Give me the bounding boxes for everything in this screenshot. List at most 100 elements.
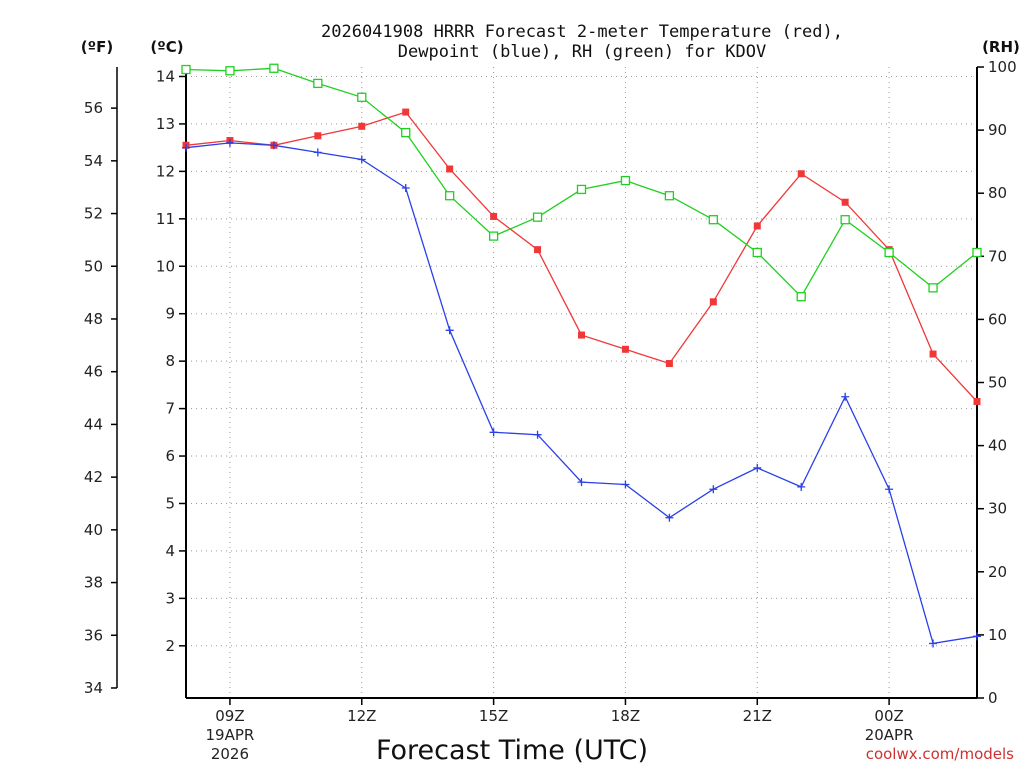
dewpoint-point [709,485,718,494]
rh-tick-label: 90 [988,121,1007,139]
dewpoint-point [665,513,674,522]
celsius-tick-label: 5 [165,494,175,512]
rh-tick-label: 40 [988,437,1007,455]
fahrenheit-tick-label: 50 [84,257,103,275]
temperature-point [797,170,805,178]
rh-tick-label: 70 [988,247,1007,265]
temperature-point [929,350,937,358]
rh-tick-label: 100 [988,58,1017,76]
rh-tick-label: 10 [988,626,1007,644]
celsius-tick-label: 12 [156,162,175,180]
fahrenheit-tick-label: 56 [84,99,103,117]
rh-point [928,283,938,293]
celsius-tick-label: 8 [165,352,175,370]
dewpoint-point [753,463,762,472]
temperature-point [665,360,673,368]
rh-tick-label: 0 [988,689,998,707]
rh-point [488,231,499,241]
fahrenheit-tick-label: 44 [84,415,103,433]
rh-point [664,191,675,201]
credit-text: coolwx.com/models [866,745,1014,763]
rh-point [576,184,587,195]
dewpoint-point [489,428,498,437]
rh-point [313,78,323,89]
dewpoint-point [621,480,630,489]
celsius-tick-label: 7 [165,400,175,418]
rh-point [269,63,279,73]
dewpoint-point [445,326,454,335]
dewpoint-line [185,142,978,645]
rh-tick-label: 30 [988,500,1007,518]
fahrenheit-tick-label: 46 [84,363,103,381]
rh-point [972,247,982,258]
celsius-tick-label: 2 [165,637,175,655]
x-tick-label: 18Z [611,707,640,725]
rh-point [445,191,455,201]
rh-tick-label: 50 [988,374,1007,392]
temperature-point [402,108,410,116]
celsius-tick-label: 9 [165,305,175,323]
temperature-point [358,122,366,130]
fahrenheit-tick-label: 54 [84,152,103,170]
temperature-point [446,165,454,173]
chart-title-line-2: Dewpoint (blue), RH (green) for KDOV [398,42,766,62]
dewpoint-point [269,141,278,150]
dewpoint-point [313,148,322,157]
fahrenheit-tick-label: 34 [84,679,103,697]
celsius-unit-label: (ºC) [150,38,183,56]
fahrenheit-tick-label: 42 [84,468,103,486]
rh-point [357,92,367,102]
x-date-label: 19APR [206,726,255,744]
fahrenheit-tick-label: 52 [84,205,103,223]
rh-point [840,215,850,225]
rh-point [401,127,411,138]
celsius-tick-label: 10 [156,257,175,275]
data-series [181,63,982,648]
x-year-label: 2026 [211,745,249,763]
rh-point [708,215,718,225]
chart-title-line-1: 2026041908 HRRR Forecast 2-meter Tempera… [321,22,843,42]
celsius-tick-label: 11 [156,210,175,228]
rh-point [796,292,806,302]
temperature-point [578,331,585,339]
dewpoint-point [357,155,366,164]
rh-unit-label: (RH) [982,38,1020,56]
rh-point [225,66,235,76]
rh-point [532,212,543,222]
celsius-tick-label: 14 [156,67,175,85]
rh-line [185,67,978,298]
dewpoint-point [577,478,586,487]
x-tick-label: 00Z [874,707,903,725]
x-tick-label: 12Z [347,707,376,725]
temperature-point [841,198,849,206]
temperature-point [314,132,322,140]
temperature-line [185,111,978,402]
temperature-point [753,222,761,230]
dewpoint-point [973,632,981,641]
gridlines [186,67,977,698]
temperature-point [709,298,717,306]
dewpoint-point [885,485,894,494]
temperature-point [490,212,498,220]
rh-tick-label: 20 [988,563,1007,581]
rh-point [620,175,631,186]
celsius-tick-label: 3 [165,589,175,607]
fahrenheit-tick-label: 40 [84,521,103,539]
dewpoint-point [841,392,850,401]
fahrenheit-tick-label: 38 [84,574,103,592]
rh-point [752,247,762,258]
rh-tick-label: 60 [988,310,1007,328]
dewpoint-point [929,639,938,648]
dewpoint-point [533,430,542,439]
dewpoint-point [225,138,234,147]
dewpoint-point [182,143,190,152]
dewpoint-point [797,482,806,491]
celsius-tick-label: 13 [156,115,175,133]
fahrenheit-tick-label: 48 [84,310,103,328]
x-axis-title: Forecast Time (UTC) [376,735,648,766]
x-date-label: 20APR [865,726,914,744]
x-tick-label: 09Z [215,707,244,725]
x-tick-label: 15Z [479,707,508,725]
